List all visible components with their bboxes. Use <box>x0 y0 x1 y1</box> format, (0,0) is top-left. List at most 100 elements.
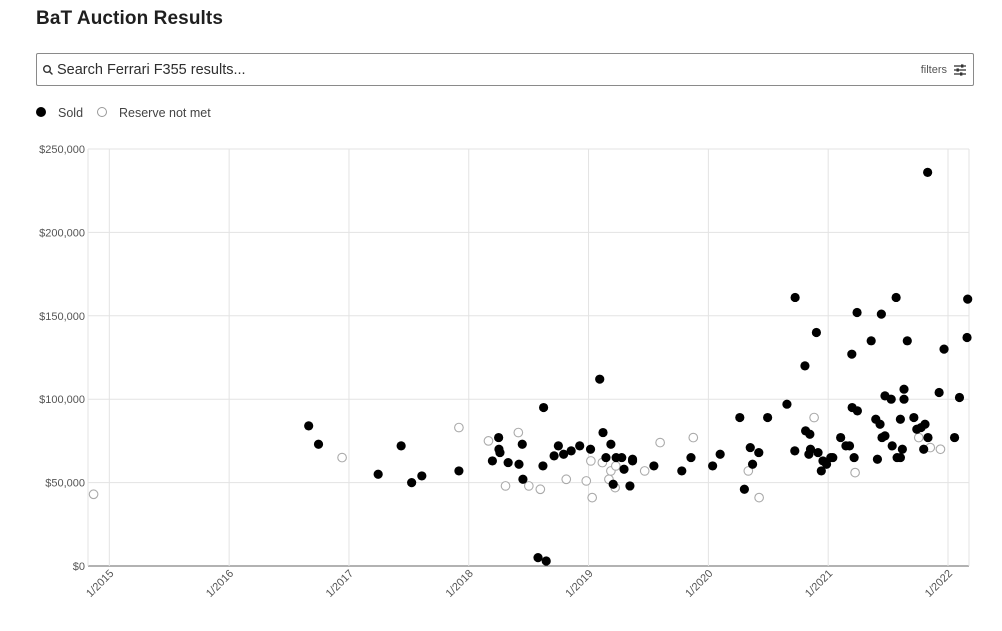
sold-point <box>514 459 524 469</box>
sold-point <box>847 349 857 359</box>
reserve-not-met-point <box>913 432 924 443</box>
sold-point <box>503 457 513 468</box>
sold-point <box>866 336 876 346</box>
filters-button-label[interactable]: filters <box>920 64 947 76</box>
sold-point <box>887 441 897 451</box>
sold-point <box>677 466 687 476</box>
sold-point <box>585 444 596 454</box>
sold-point <box>541 556 551 566</box>
search-bar[interactable]: Search Ferrari F355 results... filters <box>36 53 974 86</box>
sold-point <box>538 461 548 471</box>
sold-point <box>790 446 800 456</box>
reserve-not-met-point <box>586 456 596 466</box>
sold-point <box>627 454 638 464</box>
sold-point <box>606 439 616 449</box>
sold-point <box>909 412 919 423</box>
reserve-not-met-point <box>850 467 860 478</box>
search-input[interactable]: Search Ferrari F355 results... <box>57 62 246 78</box>
sold-point <box>494 432 504 443</box>
sold-point <box>923 167 933 177</box>
reserve-not-met-point <box>337 452 347 463</box>
sold-point <box>686 452 696 463</box>
reserve-not-met-point <box>500 481 511 491</box>
sold-point <box>782 399 792 409</box>
sold-point <box>533 553 543 563</box>
y-tick-label: $0 <box>73 561 85 573</box>
sold-point <box>828 452 838 463</box>
sold-point <box>852 307 862 318</box>
sold-point <box>934 387 944 398</box>
sold-point <box>487 456 497 466</box>
sold-point <box>899 394 909 404</box>
sold-point <box>886 394 896 404</box>
sold-point <box>949 432 960 443</box>
reserve-not-met-point <box>513 427 524 438</box>
sold-point <box>954 392 965 403</box>
sold-point <box>923 432 933 443</box>
x-tick-label: 1/2022 <box>923 568 955 600</box>
sold-point <box>538 402 549 413</box>
sold-point <box>559 449 569 459</box>
sold-point <box>617 452 627 463</box>
reserve-not-met-point <box>639 466 650 476</box>
sold-point <box>805 429 815 439</box>
sold-point <box>962 332 972 343</box>
reserve-not-met-point <box>483 436 494 446</box>
page-title: BaT Auction Results <box>36 8 223 29</box>
sold-point <box>899 384 909 394</box>
sold-point <box>821 459 832 469</box>
sold-point <box>553 441 563 451</box>
sold-point <box>625 481 635 491</box>
sold-point <box>852 406 862 416</box>
sold-point <box>844 441 855 451</box>
x-tick-label: 1/2016 <box>204 568 236 600</box>
sold-point <box>754 447 764 458</box>
sold-point <box>891 292 901 303</box>
sold-point <box>313 439 324 449</box>
y-tick-label: $50,000 <box>45 478 85 490</box>
sold-point <box>518 474 528 484</box>
sold-point <box>849 452 859 463</box>
sold-point <box>739 484 749 494</box>
reserve-not-met-point <box>754 492 764 503</box>
sold-point <box>517 439 527 449</box>
sold-point <box>495 447 505 458</box>
reserve-not-met-point <box>688 432 699 443</box>
reserve-not-met-point <box>561 474 572 485</box>
sold-point <box>816 466 826 476</box>
sold-point <box>454 466 464 476</box>
sold-point <box>919 444 929 454</box>
y-tick-label: $200,000 <box>39 227 85 239</box>
sold-point <box>763 412 773 423</box>
sold-point <box>902 336 912 346</box>
sold-point <box>895 414 905 424</box>
sold-point <box>836 432 846 443</box>
legend-sold-marker <box>36 107 46 117</box>
y-tick-label: $100,000 <box>39 394 85 406</box>
sliders-icon[interactable] <box>952 62 968 78</box>
reserve-not-met-point <box>523 481 534 491</box>
reserve-not-met-point <box>655 437 665 448</box>
sold-point <box>805 444 816 454</box>
reserve-not-met-point <box>743 466 754 476</box>
sold-point <box>708 461 718 471</box>
reserve-not-met-point <box>581 476 592 486</box>
x-tick-label: 1/2015 <box>84 568 116 600</box>
x-tick-label: 1/2019 <box>563 568 595 600</box>
sold-point <box>745 442 755 453</box>
x-tick-label: 1/2017 <box>324 568 356 600</box>
reserve-not-met-point <box>587 492 598 503</box>
sold-point <box>373 469 383 479</box>
sold-point <box>963 294 973 304</box>
search-icon <box>43 65 53 75</box>
reserve-not-met-point <box>809 412 819 423</box>
y-tick-label: $250,000 <box>39 144 85 156</box>
sold-point <box>304 421 314 431</box>
sold-point <box>872 454 883 464</box>
sold-point <box>920 419 930 429</box>
sold-point <box>601 452 611 463</box>
sold-point <box>619 464 629 474</box>
sold-point <box>598 427 608 438</box>
sold-point <box>800 361 810 371</box>
sold-point <box>649 461 659 471</box>
